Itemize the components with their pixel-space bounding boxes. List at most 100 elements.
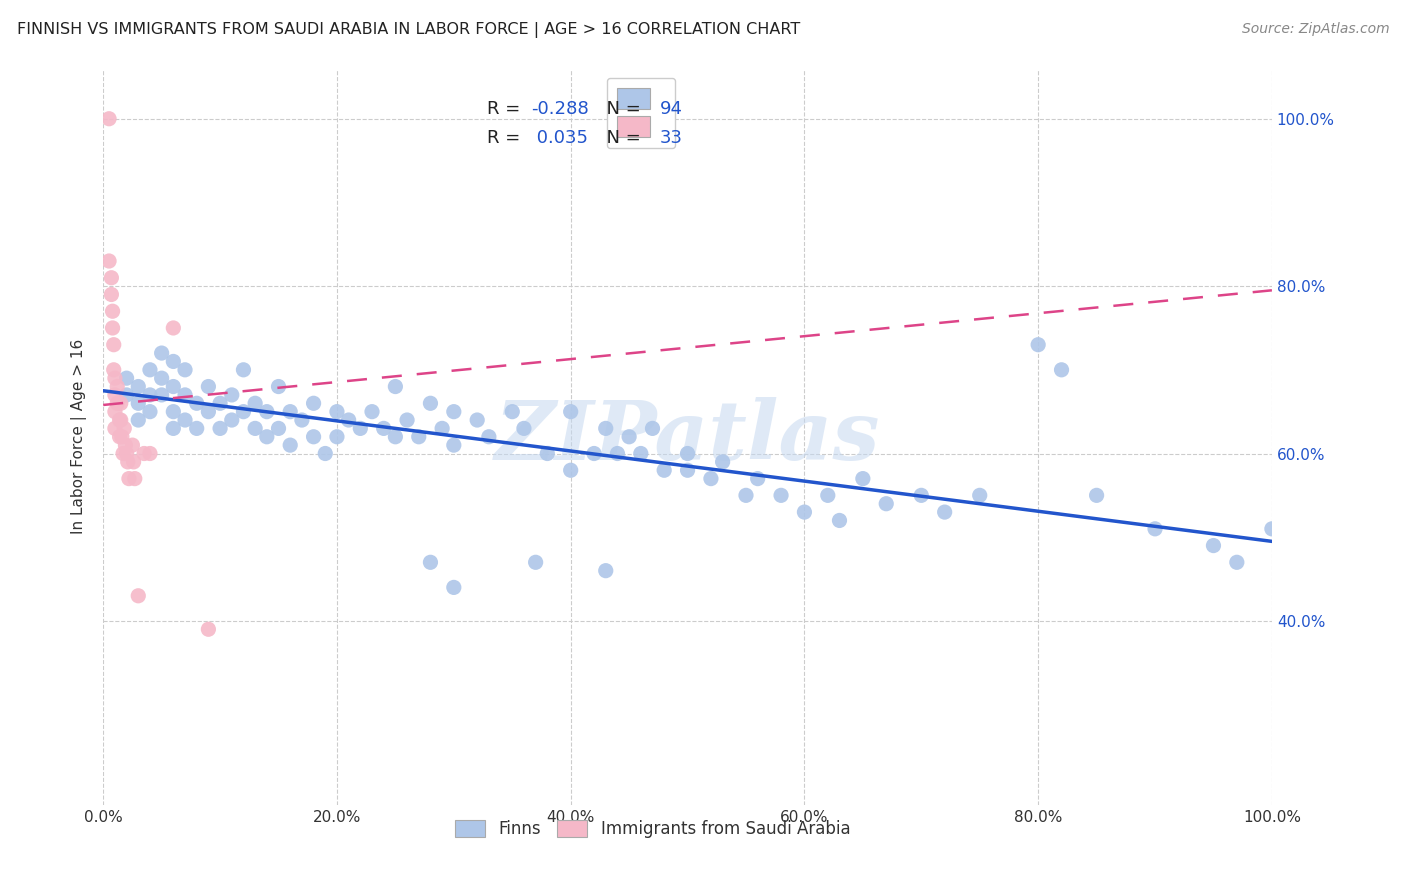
Point [384, 430, 406, 444]
Point [337, 413, 360, 427]
Point [232, 404, 254, 418]
Point [110, 396, 132, 410]
Point [267, 379, 290, 393]
Point [104, 371, 127, 385]
Point [243, 396, 266, 410]
Point [419, 396, 441, 410]
Text: R =: R = [486, 100, 526, 118]
Point [174, 388, 197, 402]
Point [150, 388, 173, 402]
Point [104, 421, 127, 435]
Point [373, 421, 395, 435]
Point [560, 463, 582, 477]
Point [209, 396, 232, 410]
Point [115, 446, 138, 460]
Point [641, 421, 664, 435]
Point [139, 388, 162, 402]
Point [302, 430, 325, 444]
Point [817, 488, 839, 502]
Point [162, 321, 184, 335]
Point [1144, 522, 1167, 536]
Point [536, 446, 558, 460]
Point [524, 555, 547, 569]
Text: ZIPatlas: ZIPatlas [495, 397, 880, 476]
Point [595, 421, 617, 435]
Point [1085, 488, 1108, 502]
Text: 94: 94 [659, 100, 682, 118]
Point [197, 622, 219, 636]
Point [828, 513, 851, 527]
Point [443, 438, 465, 452]
Point [606, 446, 628, 460]
Point [443, 581, 465, 595]
Point [112, 446, 135, 460]
Point [770, 488, 793, 502]
Point [256, 404, 278, 418]
Text: Source: ZipAtlas.com: Source: ZipAtlas.com [1241, 22, 1389, 37]
Point [139, 404, 162, 418]
Point [186, 396, 208, 410]
Point [711, 455, 734, 469]
Point [652, 463, 675, 477]
Point [105, 396, 128, 410]
Point [630, 446, 652, 460]
Point [174, 413, 197, 427]
Point [104, 404, 127, 418]
Point [117, 455, 139, 469]
Point [747, 472, 769, 486]
Point [1050, 363, 1073, 377]
Text: 0.035: 0.035 [531, 129, 588, 147]
Point [1261, 522, 1284, 536]
Point [105, 379, 128, 393]
Point [361, 404, 384, 418]
Point [396, 413, 419, 427]
Point [127, 589, 149, 603]
Point [256, 430, 278, 444]
Point [111, 430, 134, 444]
Point [115, 371, 138, 385]
Point [150, 371, 173, 385]
Point [174, 363, 197, 377]
Point [1202, 539, 1225, 553]
Legend: Finns, Immigrants from Saudi Arabia: Finns, Immigrants from Saudi Arabia [449, 813, 856, 845]
Point [875, 497, 897, 511]
Point [478, 430, 501, 444]
Point [112, 421, 135, 435]
Text: R =: R = [486, 129, 526, 147]
Point [793, 505, 815, 519]
Point [501, 404, 523, 418]
Point [209, 421, 232, 435]
Point [121, 438, 143, 452]
Point [110, 413, 132, 427]
Point [443, 404, 465, 418]
Point [852, 472, 875, 486]
Point [139, 363, 162, 377]
Point [197, 379, 219, 393]
Point [124, 472, 146, 486]
Point [100, 287, 122, 301]
Point [934, 505, 956, 519]
Point [127, 396, 149, 410]
Point [98, 112, 121, 126]
Text: FINNISH VS IMMIGRANTS FROM SAUDI ARABIA IN LABOR FORCE | AGE > 16 CORRELATION CH: FINNISH VS IMMIGRANTS FROM SAUDI ARABIA … [17, 22, 800, 38]
Point [465, 413, 488, 427]
Point [197, 404, 219, 418]
Point [150, 346, 173, 360]
Point [101, 304, 124, 318]
Point [1026, 337, 1049, 351]
Point [430, 421, 453, 435]
Y-axis label: In Labor Force | Age > 16: In Labor Force | Age > 16 [72, 339, 87, 534]
Point [118, 472, 141, 486]
Point [291, 413, 314, 427]
Point [349, 421, 371, 435]
Point [676, 446, 699, 460]
Point [221, 388, 243, 402]
Point [103, 363, 125, 377]
Point [114, 438, 136, 452]
Point [676, 463, 699, 477]
Point [326, 430, 349, 444]
Point [139, 446, 162, 460]
Point [122, 455, 145, 469]
Point [1226, 555, 1249, 569]
Point [103, 337, 125, 351]
